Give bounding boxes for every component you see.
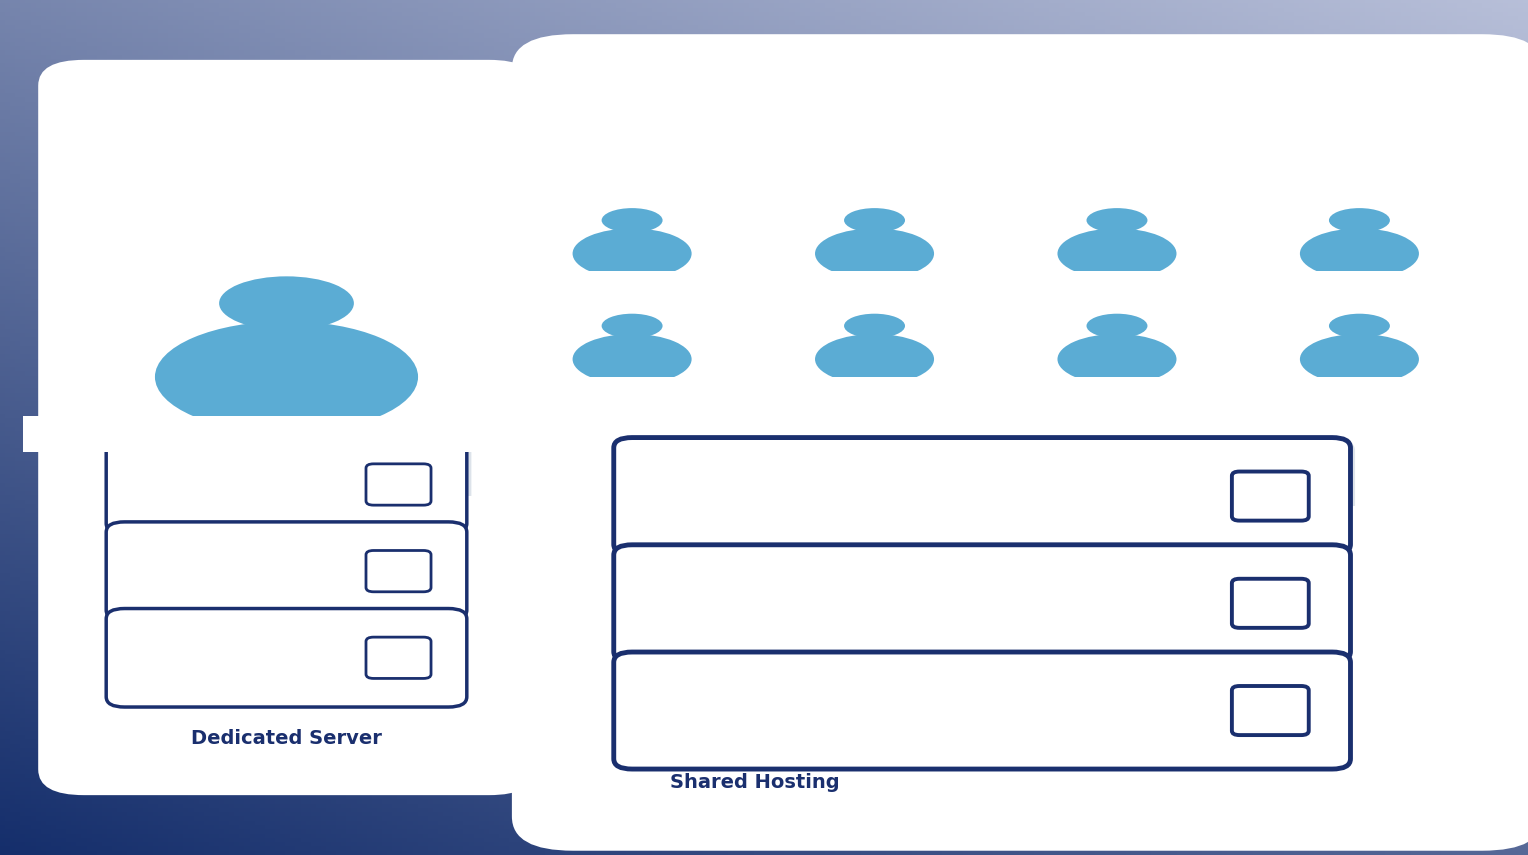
- Ellipse shape: [1329, 208, 1390, 233]
- Ellipse shape: [1057, 228, 1177, 279]
- Ellipse shape: [843, 208, 905, 233]
- Ellipse shape: [843, 314, 905, 338]
- FancyBboxPatch shape: [367, 464, 431, 505]
- FancyBboxPatch shape: [107, 522, 468, 621]
- FancyBboxPatch shape: [614, 652, 1351, 769]
- Ellipse shape: [1057, 334, 1177, 385]
- FancyBboxPatch shape: [998, 377, 1236, 393]
- FancyBboxPatch shape: [619, 547, 1355, 664]
- FancyBboxPatch shape: [107, 435, 468, 534]
- Text: Dedicated Server: Dedicated Server: [191, 729, 382, 748]
- Ellipse shape: [573, 334, 692, 385]
- FancyBboxPatch shape: [513, 272, 752, 287]
- FancyBboxPatch shape: [614, 545, 1351, 662]
- Ellipse shape: [814, 334, 934, 385]
- FancyBboxPatch shape: [998, 272, 1236, 287]
- FancyBboxPatch shape: [1232, 472, 1309, 521]
- Ellipse shape: [1086, 208, 1148, 233]
- FancyBboxPatch shape: [112, 438, 471, 536]
- FancyBboxPatch shape: [92, 496, 481, 765]
- FancyBboxPatch shape: [619, 440, 1355, 557]
- Ellipse shape: [154, 321, 419, 433]
- FancyBboxPatch shape: [367, 637, 431, 678]
- Ellipse shape: [602, 314, 663, 338]
- FancyBboxPatch shape: [23, 416, 550, 452]
- Ellipse shape: [1300, 228, 1420, 279]
- Ellipse shape: [814, 228, 934, 279]
- FancyBboxPatch shape: [512, 34, 1528, 851]
- FancyBboxPatch shape: [755, 377, 993, 393]
- FancyBboxPatch shape: [614, 438, 1351, 555]
- Ellipse shape: [1329, 314, 1390, 338]
- Ellipse shape: [602, 208, 663, 233]
- FancyBboxPatch shape: [755, 272, 993, 287]
- Ellipse shape: [1300, 334, 1420, 385]
- Ellipse shape: [573, 228, 692, 279]
- FancyBboxPatch shape: [619, 655, 1355, 771]
- FancyBboxPatch shape: [107, 609, 468, 707]
- FancyBboxPatch shape: [112, 611, 471, 710]
- FancyBboxPatch shape: [1232, 579, 1309, 628]
- FancyBboxPatch shape: [1241, 272, 1479, 287]
- FancyBboxPatch shape: [367, 551, 431, 592]
- Ellipse shape: [1086, 314, 1148, 338]
- Text: Shared Hosting: Shared Hosting: [669, 774, 840, 793]
- FancyBboxPatch shape: [581, 506, 1475, 812]
- FancyBboxPatch shape: [112, 524, 471, 623]
- Ellipse shape: [219, 276, 354, 330]
- FancyBboxPatch shape: [513, 377, 752, 393]
- FancyBboxPatch shape: [1241, 377, 1479, 393]
- FancyBboxPatch shape: [1232, 686, 1309, 735]
- FancyBboxPatch shape: [38, 60, 535, 795]
